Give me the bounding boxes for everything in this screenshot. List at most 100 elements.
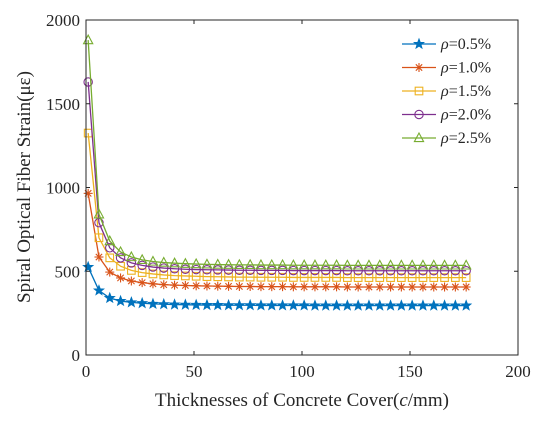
data-point (460, 259, 472, 270)
data-point (461, 265, 471, 276)
data-point (395, 299, 408, 311)
data-point (287, 259, 299, 270)
data-point (384, 299, 397, 311)
data-point (278, 282, 288, 292)
data-point (342, 265, 353, 276)
data-point (125, 250, 137, 262)
data-point (137, 278, 147, 288)
data-point (450, 265, 461, 276)
legend-label: ρ=2.0% (440, 107, 491, 124)
data-point (233, 298, 246, 311)
x-axis-title-variable: c (399, 390, 408, 411)
legend-value: =2.5% (449, 130, 491, 147)
data-point (116, 261, 125, 271)
data-point (94, 233, 104, 243)
data-point (202, 272, 212, 281)
data-point (363, 259, 375, 270)
data-point (418, 273, 428, 282)
y-tick-label: 2000 (46, 11, 80, 30)
data-point (362, 299, 375, 311)
data-point (202, 281, 212, 291)
data-point (277, 258, 289, 270)
data-point (298, 259, 310, 270)
data-point (451, 273, 460, 282)
data-point (234, 265, 245, 275)
data-point (461, 273, 471, 282)
legend-symbol: ρ (440, 36, 449, 53)
data-point (104, 234, 116, 246)
data-point (353, 282, 363, 292)
data-point (341, 299, 354, 311)
data-point (136, 253, 148, 265)
data-point (126, 258, 137, 268)
data-point (159, 270, 169, 280)
data-point (125, 296, 138, 308)
series-5 (82, 33, 472, 270)
data-point (416, 299, 429, 311)
data-point (245, 281, 255, 291)
series-line (87, 132, 467, 279)
data-point (213, 265, 223, 275)
data-point (375, 273, 385, 282)
data-point (256, 272, 266, 282)
data-point (396, 282, 406, 292)
data-point (439, 265, 450, 276)
legend-marker (414, 109, 424, 120)
series-line (87, 40, 467, 267)
data-point (223, 258, 235, 269)
data-point (343, 273, 352, 282)
data-point (136, 296, 149, 309)
data-point (93, 208, 105, 219)
data-point (168, 298, 181, 310)
data-point (332, 273, 341, 282)
data-point (148, 269, 158, 279)
data-point (148, 279, 158, 289)
y-axis-title: Spiral Optical Fiber Strain(με) (14, 71, 35, 303)
data-point (299, 273, 309, 282)
legend-item: ρ=1.5% (402, 83, 491, 100)
legend-value: =0.5% (449, 36, 491, 53)
data-point (116, 273, 126, 283)
legend-item: ρ=2.5% (402, 130, 491, 147)
data-point (374, 259, 386, 270)
legend-label: ρ=1.0% (440, 60, 491, 77)
data-point (256, 265, 266, 276)
data-point (440, 273, 449, 282)
data-point (224, 272, 233, 282)
data-point (266, 258, 278, 270)
legend-symbol: ρ (440, 60, 449, 77)
legend-symbol: ρ (440, 107, 449, 124)
data-point (190, 298, 203, 311)
data-point (103, 291, 116, 304)
data-point (319, 299, 332, 311)
data-point (407, 265, 417, 276)
x-tick-label: 50 (186, 362, 203, 381)
legend-item: ρ=0.5% (402, 36, 491, 53)
data-point (460, 299, 473, 311)
data-point (148, 262, 158, 272)
data-point (234, 281, 244, 291)
data-point (342, 282, 352, 292)
data-point (267, 272, 277, 282)
data-point (212, 258, 224, 269)
data-point (277, 265, 288, 276)
data-point (321, 265, 331, 276)
legend-symbol: ρ (440, 83, 449, 100)
data-point (364, 282, 374, 292)
data-point (308, 299, 321, 311)
data-point (233, 258, 245, 270)
legend-item: ρ=1.0% (402, 60, 491, 77)
data-point (169, 263, 180, 274)
x-axis-title-prefix: Thicknesses of Concrete Cover( (155, 390, 399, 411)
data-point (179, 257, 191, 268)
data-point (137, 268, 147, 277)
data-point (320, 259, 332, 270)
data-point (385, 265, 396, 276)
data-point (127, 266, 136, 275)
data-point (310, 265, 320, 276)
data-point (386, 282, 396, 292)
data-point (114, 294, 127, 307)
data-point (244, 258, 256, 270)
data-point (288, 265, 299, 276)
